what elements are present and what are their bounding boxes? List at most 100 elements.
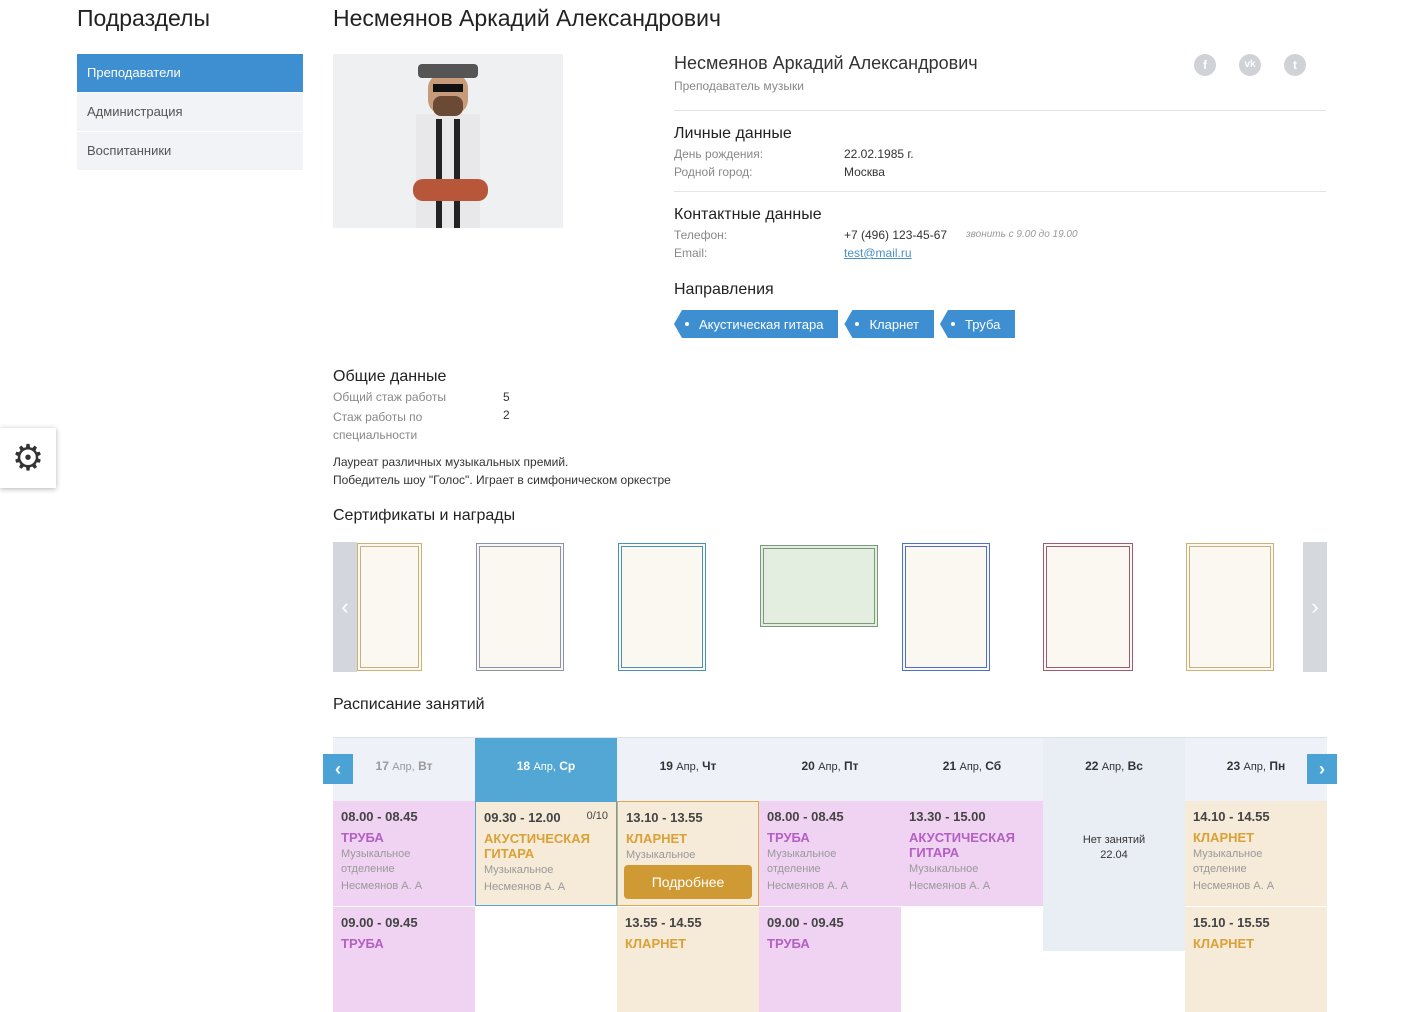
day-month: Апр, (959, 761, 982, 773)
details-button[interactable]: Подробнее (624, 865, 752, 899)
direction-tag[interactable]: Труба (940, 310, 1016, 338)
lesson-name: ТРУБА (341, 936, 384, 951)
day-header[interactable]: 23 Апр, Пн (1185, 738, 1327, 801)
day-header[interactable]: 20 Апр, Пт (759, 738, 901, 801)
day-weekday: Чт (702, 759, 717, 773)
day-number: 22 (1085, 759, 1099, 773)
lesson-department: Музыкальное (484, 864, 554, 876)
schedule-prev-button[interactable]: ‹ (323, 754, 353, 784)
lesson-card[interactable]: 09.00 - 09.45 ТРУБА (333, 907, 475, 1012)
lesson-time: 15.10 - 15.55 (1193, 915, 1270, 930)
lesson-card[interactable]: 09.30 - 12.00 0/10 АКУСТИЧЕСКАЯ ГИТАРА Музы… (475, 801, 617, 906)
day-month: Апр, (533, 761, 556, 773)
lesson-card[interactable]: 08.00 - 08.45 ТРУБА Музыкальное отделение Н… (333, 801, 475, 906)
divider (674, 191, 1326, 192)
sidebar-item-teachers[interactable]: Преподаватели (77, 54, 303, 92)
lesson-teacher: Несмеянов А. А (767, 880, 849, 892)
day-header[interactable]: 21 Апр, Сб (901, 738, 1043, 801)
empty-cell (901, 907, 1043, 1012)
profile-role: Преподаватель музыки (674, 79, 804, 93)
email-link[interactable]: test@mail.ru (844, 246, 912, 260)
schedule-day-column: 18 Апр, Ср 09.30 - 12.00 0/10 АКУСТИЧЕСКАЯ … (475, 738, 617, 951)
schedule-day-column: 21 Апр, Сб 13.30 - 15.00 АКУСТИЧЕСКАЯ ГИТА… (901, 738, 1043, 951)
lesson-capacity: 0/10 (586, 810, 608, 822)
lesson-teacher: Несмеянов А. А (341, 880, 423, 892)
lesson-card[interactable]: 08.00 - 08.45 ТРУБА Музыкальное отделение Н… (759, 801, 901, 906)
phone-note: звонить с 9.00 до 19.00 (966, 229, 1078, 240)
lesson-time: 09.00 - 09.45 (341, 915, 418, 930)
facebook-icon[interactable]: f (1194, 54, 1216, 76)
certificates-title: Сертификаты и награды (333, 507, 516, 524)
lesson-department: Музыкальное отделение (1193, 848, 1263, 875)
sidebar-item-pupils[interactable]: Воспитанники (77, 132, 303, 170)
direction-tag[interactable]: Кларнет (844, 310, 934, 338)
lesson-teacher: Несмеянов А. А (484, 881, 566, 893)
day-header[interactable]: 22 Апр, Вс (1043, 738, 1185, 801)
lesson-time: 13.30 - 15.00 (909, 809, 986, 824)
certificate-thumbnail[interactable] (357, 543, 422, 671)
schedule-day-column: 20 Апр, Пт 08.00 - 08.45 ТРУБА Музыкальное … (759, 738, 901, 1012)
settings-gear-icon[interactable]: ⚙ (0, 428, 56, 488)
day-weekday: Ср (559, 759, 576, 773)
schedule-day-column: 17 Апр, Вт 08.00 - 08.45 ТРУБА Музыкальное … (333, 738, 475, 1012)
day-header[interactable]: 17 Апр, Вт (333, 738, 475, 801)
birthday-value: 22.02.1985 г. (844, 147, 914, 161)
twitter-icon[interactable]: t (1284, 54, 1306, 76)
sidebar-title: Подразделы (77, 5, 211, 31)
lesson-name: КЛАРНЕТ (626, 831, 688, 846)
lesson-card[interactable]: 13.55 - 14.55 КЛАРНЕТ (617, 907, 759, 1012)
sidebar-item-administration[interactable]: Администрация (77, 93, 303, 131)
experience-value: 5 (503, 390, 510, 404)
lesson-time: 13.10 - 13.55 (626, 810, 703, 825)
lesson-time: 13.55 - 14.55 (625, 915, 702, 930)
lesson-card[interactable]: 14.10 - 14.55 КЛАРНЕТ Музыкальное отделени… (1185, 801, 1327, 906)
lesson-card[interactable]: 09.00 - 09.45 ТРУБА (759, 907, 901, 1012)
certificate-thumbnail[interactable] (902, 543, 990, 671)
day-header[interactable]: 18 Апр, Ср (475, 738, 617, 801)
email-label: Email: (674, 246, 708, 260)
certificate-thumbnail[interactable] (760, 545, 878, 627)
lesson-name: КЛАРНЕТ (1193, 830, 1255, 845)
day-number: 17 (375, 759, 389, 773)
lesson-department: Музыкальное (909, 863, 979, 875)
no-lessons-cell: Нет занятий 22.04 (1043, 801, 1185, 951)
day-weekday: Пн (1269, 759, 1286, 773)
profile-name: Несмеянов Аркадий Александрович (674, 53, 978, 73)
general-title: Общие данные (333, 368, 447, 385)
day-number: 21 (942, 759, 957, 773)
lesson-name: КЛАРНЕТ (625, 936, 687, 951)
directions-title: Направления (674, 281, 774, 298)
lesson-name: АКУСТИЧЕСКАЯ ГИТАРА (484, 831, 590, 861)
lesson-time: 09.30 - 12.00 (484, 810, 561, 825)
personal-title: Личные данные (674, 125, 792, 142)
certificate-thumbnail[interactable] (1043, 543, 1133, 671)
city-value: Москва (844, 165, 885, 179)
lesson-name: АКУСТИЧЕСКАЯ ГИТАРА (909, 830, 1015, 860)
day-header[interactable]: 19 Апр, Чт (617, 738, 759, 801)
certificate-thumbnail[interactable] (476, 543, 564, 671)
lesson-card[interactable]: 15.10 - 15.55 КЛАРНЕТ (1185, 907, 1327, 1012)
certificate-thumbnail[interactable] (618, 543, 706, 671)
day-month: Апр, (676, 761, 699, 773)
phone-value: +7 (496) 123-45-67 (844, 228, 948, 242)
day-number: 18 (516, 759, 531, 773)
schedule-title: Расписание занятий (333, 696, 485, 713)
schedule-day-column: 23 Апр, Пн 14.10 - 14.55 КЛАРНЕТ Музыкально… (1185, 738, 1327, 1012)
day-number: 23 (1226, 759, 1241, 773)
lesson-teacher: Несмеянов А. А (1193, 880, 1275, 892)
lesson-department: Музыкальное (626, 849, 696, 861)
vk-icon[interactable]: vk (1239, 54, 1261, 76)
day-month: Апр, (1101, 761, 1125, 773)
schedule-next-button[interactable]: › (1307, 754, 1337, 784)
certificate-thumbnail[interactable] (1186, 543, 1274, 671)
bio-line: Лауреат различных музыкальных премий. (333, 455, 569, 469)
lesson-card[interactable]: 13.10 - 13.55 КЛАРНЕТ Музыкальное Подробнее (617, 801, 759, 906)
carousel-next-button[interactable]: › (1303, 542, 1327, 672)
direction-tag[interactable]: Акустическая гитара (674, 310, 839, 338)
lesson-name: КЛАРНЕТ (1193, 936, 1255, 951)
divider (674, 110, 1326, 111)
teacher-photo (333, 54, 563, 228)
carousel-prev-button[interactable]: ‹ (333, 542, 357, 672)
lesson-card[interactable]: 13.30 - 15.00 АКУСТИЧЕСКАЯ ГИТАРА Музыкаль… (901, 801, 1043, 906)
schedule-day-column: 19 Апр, Чт 13.10 - 13.55 КЛАРНЕТ Музыкально… (617, 738, 759, 1012)
